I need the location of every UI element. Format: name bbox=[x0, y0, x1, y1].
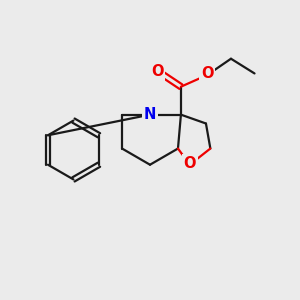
Text: O: O bbox=[151, 64, 164, 80]
Text: N: N bbox=[144, 107, 156, 122]
Text: O: O bbox=[184, 156, 196, 171]
Text: O: O bbox=[201, 66, 214, 81]
